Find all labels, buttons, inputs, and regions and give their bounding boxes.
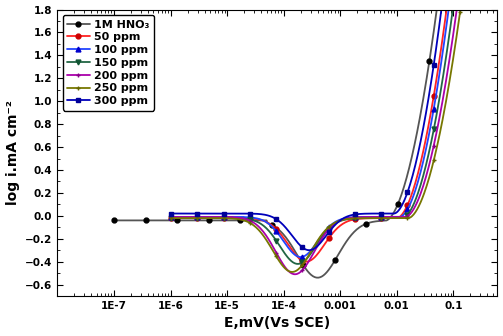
150 ppm [224,216,230,220]
250 ppm [289,270,295,274]
Line: 150 ppm: 150 ppm [169,0,496,266]
50 ppm [434,72,440,76]
200 ppm [292,272,298,276]
200 ppm [404,214,410,218]
200 ppm [224,215,230,219]
250 ppm [450,58,456,62]
Line: 250 ppm: 250 ppm [169,0,496,275]
200 ppm [299,269,305,273]
50 ppm [298,258,304,262]
Line: 300 ppm: 300 ppm [169,0,496,253]
300 ppm [434,38,440,42]
50 ppm [404,203,410,207]
50 ppm [303,260,309,264]
250 ppm [299,264,305,268]
100 ppm [168,215,174,219]
1M HNO₃ [135,218,141,222]
Line: 50 ppm: 50 ppm [169,0,496,264]
1M HNO₃ [344,239,350,243]
300 ppm [306,248,312,252]
Line: 100 ppm: 100 ppm [169,0,496,259]
1M HNO₃ [198,218,204,222]
300 ppm [298,244,304,248]
250 ppm [404,216,410,220]
150 ppm [295,262,301,266]
100 ppm [224,215,230,219]
250 ppm [168,216,174,220]
Y-axis label: log i.mA cm⁻²: log i.mA cm⁻² [6,100,20,205]
300 ppm [168,211,174,215]
200 ppm [295,271,301,276]
1M HNO₃ [331,260,337,264]
100 ppm [404,207,410,211]
100 ppm [299,255,305,259]
Line: 1M HNO₃: 1M HNO₃ [112,0,496,280]
150 ppm [299,261,305,265]
150 ppm [294,262,300,266]
150 ppm [434,109,440,113]
1M HNO₃ [111,218,117,222]
250 ppm [295,267,301,271]
50 ppm [224,216,230,220]
250 ppm [434,143,440,148]
200 ppm [168,215,174,219]
50 ppm [294,254,300,258]
1M HNO₃ [252,218,258,222]
200 ppm [450,34,456,38]
100 ppm [434,86,440,90]
Line: 200 ppm: 200 ppm [169,0,496,277]
Legend: 1M HNO₃, 50 ppm, 100 ppm, 150 ppm, 200 ppm, 250 ppm, 300 ppm: 1M HNO₃, 50 ppm, 100 ppm, 150 ppm, 200 p… [63,15,154,111]
150 ppm [450,6,456,10]
200 ppm [434,127,440,131]
X-axis label: E,mV(Vs SCE): E,mV(Vs SCE) [224,317,330,330]
50 ppm [168,216,174,220]
300 ppm [224,211,230,215]
1M HNO₃ [314,276,320,280]
250 ppm [224,216,230,220]
150 ppm [404,213,410,217]
100 ppm [294,254,300,258]
150 ppm [168,216,174,220]
100 ppm [298,255,304,259]
300 ppm [294,240,300,244]
300 ppm [404,190,410,194]
